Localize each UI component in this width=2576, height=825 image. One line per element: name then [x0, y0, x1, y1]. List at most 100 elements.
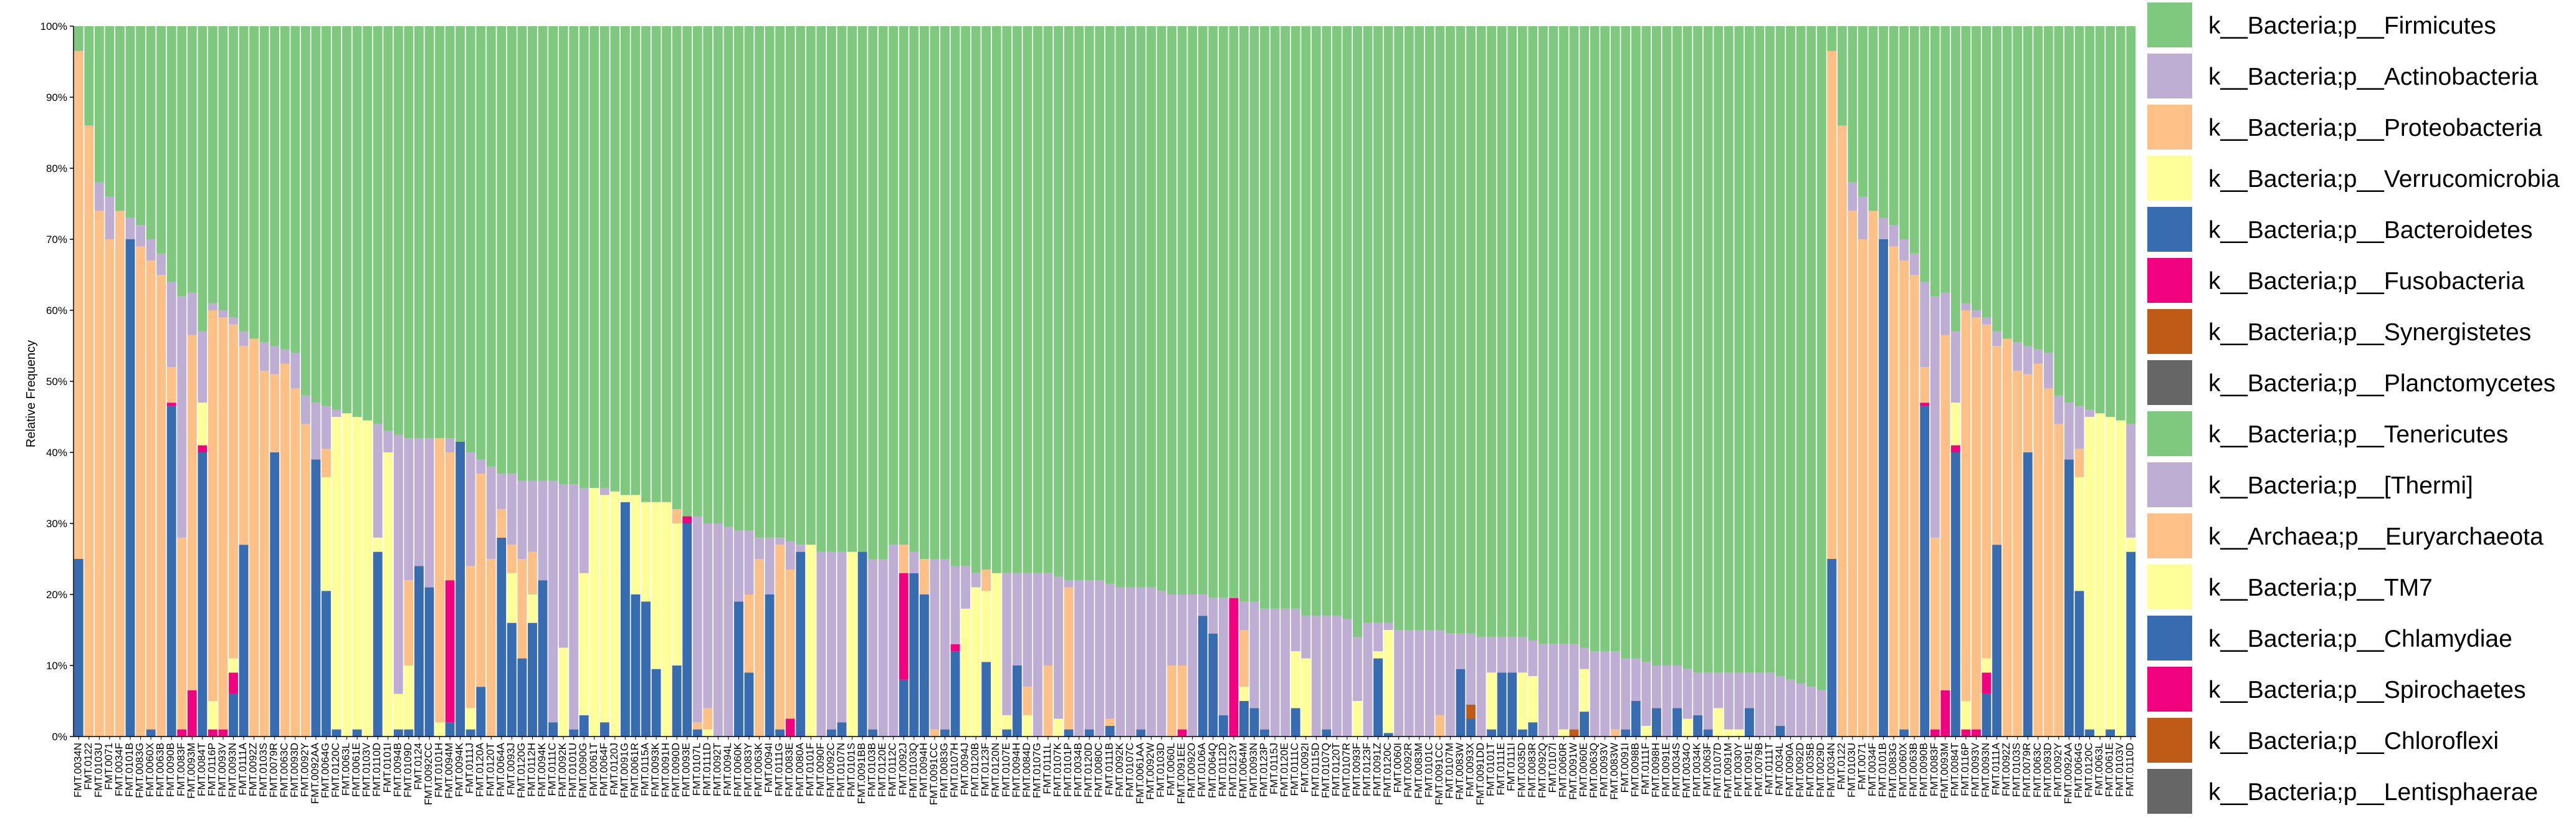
x-tick-label: FMT.0092K	[556, 742, 568, 797]
bar-segment	[1157, 26, 1166, 591]
sample-bar	[1157, 26, 1166, 737]
bar-segment	[785, 570, 795, 719]
bar-segment	[456, 441, 465, 737]
x-tick-label: FMT.0063L	[340, 743, 352, 796]
bar-segment	[682, 523, 692, 737]
sample-bar	[899, 26, 909, 737]
x-tick-label: FMT.0094K	[536, 742, 548, 797]
sample-bar	[558, 26, 568, 737]
sample-bar	[1858, 26, 1868, 737]
sample-bar	[775, 26, 785, 737]
bar-segment	[1982, 26, 1992, 318]
bar-segment	[290, 353, 300, 389]
bar-segment	[1043, 665, 1053, 737]
x-tick-label: FMT.0060X	[1897, 743, 1909, 797]
sample-bar	[187, 26, 197, 737]
sample-bar	[620, 26, 630, 737]
bar-segment	[1982, 658, 1992, 673]
x-tick-label: FMT.0093K	[649, 742, 661, 797]
bar-segment	[1497, 26, 1507, 637]
bar-segment	[991, 573, 1001, 737]
bar-segment	[1105, 718, 1115, 726]
x-tick-label: FMT.0123P	[1258, 743, 1270, 797]
sample-bar	[610, 26, 620, 737]
bar-segment	[1972, 729, 1981, 737]
bar-segment	[1487, 672, 1497, 730]
x-tick-label: FMT.0101I	[381, 743, 393, 793]
bar-segment	[981, 26, 991, 570]
x-tick-label: FMT.0093X	[1464, 743, 1476, 797]
x-tick-label: FMT.0092J	[897, 743, 909, 795]
bar-segment	[393, 434, 403, 694]
x-tick-label: FMT.0120C	[2083, 743, 2095, 798]
bar-segment	[270, 26, 280, 346]
sample-bar	[146, 26, 156, 737]
y-tick-label: 70%	[46, 234, 67, 246]
bar-segment	[507, 573, 517, 623]
bar-segment	[899, 26, 909, 545]
bar-segment	[507, 622, 517, 737]
bar-segment	[1744, 708, 1754, 737]
bar-segment	[1342, 619, 1352, 737]
legend-entry: k__Bacteria;p__Firmicutes	[2147, 2, 2496, 47]
bar-segment	[1487, 26, 1497, 637]
bar-segment	[404, 665, 414, 730]
bar-segment	[383, 431, 393, 452]
bar-segment	[1920, 282, 1930, 368]
sample-bar	[950, 26, 960, 737]
bar-segment	[497, 509, 507, 538]
bar-segment	[239, 545, 249, 737]
bar-segment	[1992, 26, 2002, 332]
bar-segment	[1621, 658, 1631, 730]
sample-bar	[2023, 26, 2033, 737]
bar-segment	[1115, 26, 1125, 588]
x-tick-label: FMT.0034N	[1825, 743, 1837, 798]
bar-segment	[1930, 729, 1940, 737]
bar-segment	[311, 403, 321, 460]
bar-segment	[806, 545, 816, 737]
bar-segment	[229, 694, 238, 737]
x-tick-label: FMT.0064G	[319, 743, 331, 798]
sample-bar	[1125, 26, 1135, 737]
bar-segment	[166, 282, 176, 368]
legend-label: k__Bacteria;p__Tenericutes	[2208, 421, 2508, 448]
x-tick-label: FMT.0094I	[763, 743, 775, 793]
bar-segment	[971, 26, 981, 573]
bar-segment	[229, 26, 238, 318]
bar-segment	[1662, 665, 1672, 737]
bar-segment	[2116, 26, 2125, 421]
bar-segment	[1714, 708, 1724, 737]
sample-bar	[2054, 26, 2064, 737]
sample-bar	[868, 26, 878, 737]
bar-segment	[424, 587, 434, 737]
bar-segment	[1950, 26, 1960, 332]
bar-segment	[311, 459, 321, 737]
sample-bar	[1950, 26, 1960, 737]
legend-swatch	[2147, 513, 2192, 558]
bar-segment	[322, 477, 331, 591]
x-tick-label: FMT.0107K	[1052, 742, 1064, 797]
x-tick-label: FMT.0093N	[1980, 743, 1992, 798]
bar-segment	[352, 26, 362, 417]
bar-segment	[105, 26, 115, 197]
bar-segment	[2023, 452, 2033, 737]
bar-segment	[878, 26, 888, 559]
bar-segment	[136, 26, 146, 226]
bar-segment	[1229, 598, 1239, 737]
sample-bar	[166, 26, 176, 737]
bar-segment	[816, 26, 826, 552]
bar-segment	[703, 26, 713, 523]
bar-segment	[1610, 729, 1620, 737]
bar-segment	[1270, 608, 1280, 737]
bar-segment	[332, 26, 341, 410]
bar-segment	[465, 452, 475, 566]
legend-swatch	[2147, 2, 2192, 47]
bar-segment	[1177, 665, 1187, 730]
bar-segment	[909, 26, 919, 552]
bar-segment	[528, 622, 537, 737]
sample-bar	[1260, 26, 1269, 737]
bar-segment	[672, 509, 682, 523]
x-tick-label: FMT.0094K	[454, 742, 465, 797]
sample-bar	[94, 26, 104, 737]
y-tick-label: 60%	[46, 305, 67, 317]
